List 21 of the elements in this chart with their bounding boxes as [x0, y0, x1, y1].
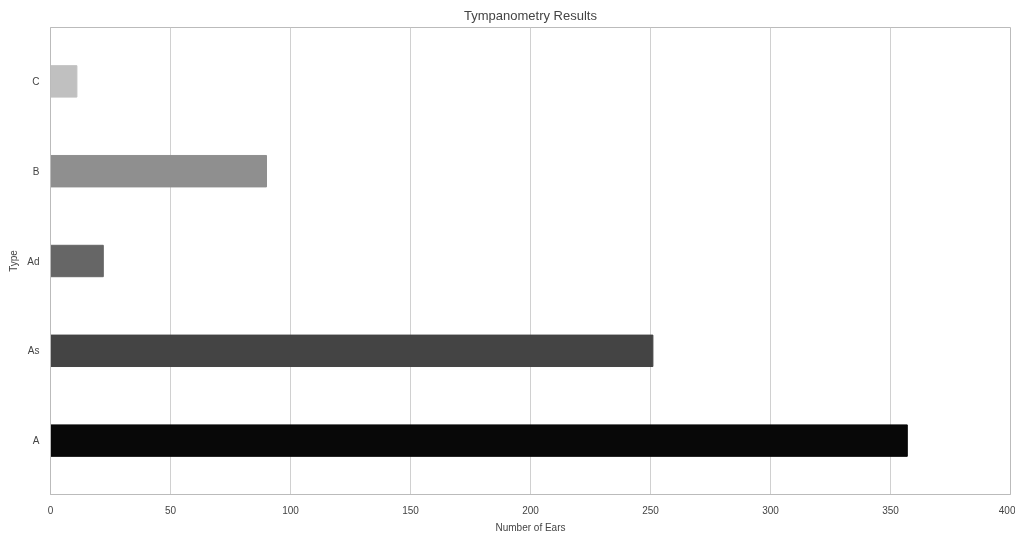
y-tick-label: C [32, 75, 40, 87]
x-axis-title: Number of Ears [495, 521, 566, 533]
bar [50, 154, 267, 188]
y-tick-label: A [32, 435, 40, 447]
y-tick-label: B [32, 165, 40, 177]
x-tick-label: 350 [882, 504, 900, 516]
x-tick-label: 0 [47, 504, 54, 516]
y-tick-label: Ad [27, 255, 40, 267]
x-tick-label: 50 [164, 504, 177, 516]
x-tick-label: 250 [642, 504, 660, 516]
y-tick-label: As [27, 345, 40, 357]
x-tick-label: 400 [998, 504, 1016, 516]
x-tick-label: 100 [282, 504, 300, 516]
bar [50, 244, 104, 278]
x-tick-label: 150 [402, 504, 420, 516]
bar [50, 424, 908, 457]
x-tick-label: 200 [522, 504, 540, 516]
x-tick-label: 300 [762, 504, 780, 516]
y-axis-title: Type [8, 249, 20, 272]
bar [50, 334, 654, 368]
chart-title: Tympanometry Results [464, 7, 598, 23]
